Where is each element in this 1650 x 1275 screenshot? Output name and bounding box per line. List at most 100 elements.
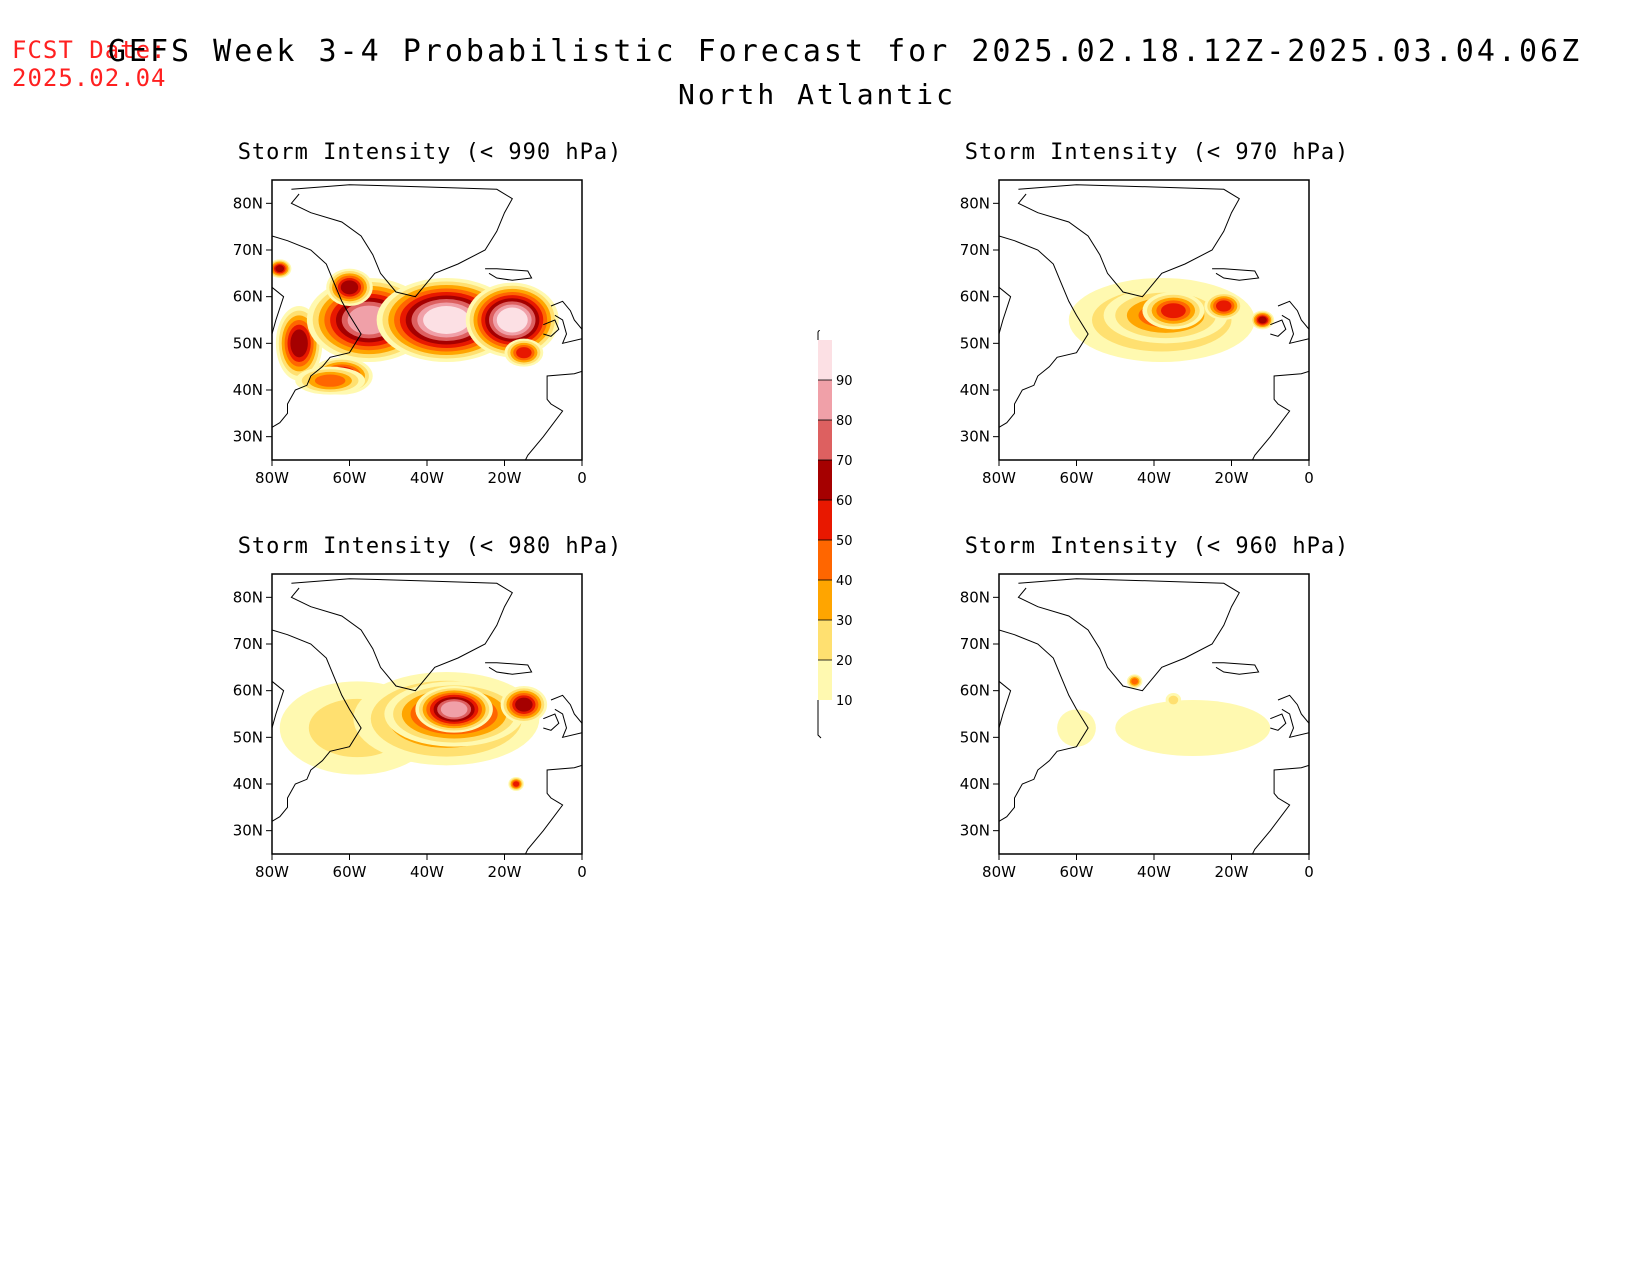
colorbar-label: 90 <box>836 374 853 389</box>
colorbar-swatch <box>818 380 832 420</box>
y-tick-label: 50N <box>960 728 990 746</box>
colorbar-swatch <box>818 420 832 460</box>
x-tick-label: 20W <box>488 863 522 881</box>
fcst-date-label: FCST Date: <box>12 36 167 64</box>
coastline <box>1270 713 1287 731</box>
y-tick-label: 70N <box>960 635 990 653</box>
coastline <box>1251 370 1309 460</box>
probability-contour <box>516 347 532 359</box>
colorbar-swatch <box>818 500 832 540</box>
x-tick-label: 20W <box>1215 469 1249 487</box>
coastline <box>485 662 533 675</box>
x-tick-label: 80W <box>982 469 1016 487</box>
y-tick-label: 60N <box>960 288 990 306</box>
x-tick-label: 40W <box>1137 863 1171 881</box>
probability-contour <box>440 701 468 718</box>
probability-contour <box>314 374 346 387</box>
probability-contour <box>513 781 520 787</box>
probability-contour <box>290 329 308 358</box>
page-title: GEFS Week 3-4 Probabilistic Forecast for… <box>107 34 1583 69</box>
colorbar-label: 60 <box>836 494 853 509</box>
map-plot: 80W 60W 40W 20W 0 80N 70N 60N 50N 40N 30N <box>960 179 1314 487</box>
coastline <box>999 680 1012 729</box>
y-tick-label: 50N <box>960 334 990 352</box>
coastline <box>1277 694 1309 739</box>
probability-contour <box>1057 709 1096 747</box>
coastline <box>1212 662 1260 675</box>
coastline <box>1251 764 1309 854</box>
probability-contour <box>340 280 359 295</box>
map-panel-960: Storm Intensity (< 960 hPa) 80W 60W 40W 20W… <box>957 534 1357 914</box>
y-tick-label: 30N <box>960 428 990 446</box>
y-tick-label: 70N <box>960 241 990 259</box>
y-tick-label: 50N <box>233 334 263 352</box>
y-tick-label: 40N <box>233 775 263 793</box>
y-tick-label: 60N <box>233 288 263 306</box>
colorbar-label: 50 <box>836 534 853 549</box>
colorbar-legend: 10 20 30 40 50 60 70 80 90 <box>817 330 853 739</box>
colorbar-swatch <box>818 540 832 580</box>
coastline <box>999 629 1089 822</box>
colorbar-swatch <box>818 460 832 500</box>
coastline <box>999 286 1012 335</box>
probability-contour <box>1131 678 1139 685</box>
y-tick-label: 30N <box>233 822 263 840</box>
fcst-date-value: 2025.02.04 <box>12 64 167 92</box>
coastline <box>550 694 582 739</box>
x-tick-label: 0 <box>577 863 587 881</box>
map-plot: 80W 60W 40W 20W 0 80N 70N 60N 50N 40N 30N <box>960 573 1314 881</box>
probability-contour <box>423 306 470 334</box>
coastline <box>272 235 362 428</box>
x-tick-label: 60W <box>333 469 367 487</box>
y-tick-label: 60N <box>233 682 263 700</box>
coastline <box>1277 300 1309 345</box>
probability-contour <box>1160 303 1186 319</box>
map-panel-980: Storm Intensity (< 980 hPa) 80W 60W 40W 20W… <box>230 534 630 914</box>
panel-title: Storm Intensity (< 970 hPa) <box>964 140 1350 165</box>
panel-title: Storm Intensity (< 980 hPa) <box>237 534 623 559</box>
region-subtitle: North Atlantic <box>677 78 956 111</box>
map-plot: 80W 60W 40W 20W 0 80N 70N 60N 50N 40N 30N <box>233 573 587 881</box>
y-tick-label: 60N <box>960 682 990 700</box>
coastline <box>485 268 533 281</box>
forecast-date-block: FCST Date: 2025.02.04 <box>12 36 167 92</box>
x-tick-label: 0 <box>1304 863 1314 881</box>
coastline <box>543 713 560 731</box>
probability-contour <box>1258 316 1267 324</box>
x-tick-label: 20W <box>1215 863 1249 881</box>
x-tick-label: 60W <box>1060 863 1094 881</box>
x-tick-label: 40W <box>410 469 444 487</box>
colorbar-label: 40 <box>836 574 853 589</box>
probability-contour <box>1115 700 1271 756</box>
y-tick-label: 80N <box>960 588 990 606</box>
coastline <box>272 680 285 729</box>
panel-title: Storm Intensity (< 960 hPa) <box>964 534 1350 559</box>
coastline <box>1270 319 1287 337</box>
coastline <box>272 629 362 822</box>
colorbar-swatch <box>818 340 832 380</box>
y-tick-label: 80N <box>960 194 990 212</box>
y-tick-label: 40N <box>960 775 990 793</box>
y-tick-label: 40N <box>960 381 990 399</box>
y-tick-label: 40N <box>233 381 263 399</box>
colorbar-label: 80 <box>836 414 853 429</box>
y-tick-label: 30N <box>233 428 263 446</box>
map-panel-990: Storm Intensity (< 990 hPa) 80W 60W 40W 20W… <box>230 140 630 520</box>
y-tick-label: 80N <box>233 588 263 606</box>
x-tick-label: 80W <box>255 469 289 487</box>
probability-contour <box>1216 300 1232 312</box>
x-tick-label: 60W <box>333 863 367 881</box>
map-plot: 80W 60W 40W 20W 0 80N 70N 60N 50N 40N 30N <box>233 179 587 487</box>
panel-title: Storm Intensity (< 990 hPa) <box>237 140 623 165</box>
coastline <box>524 370 582 460</box>
map-panel-970: Storm Intensity (< 970 hPa) 80W 60W 40W 20W… <box>957 140 1357 520</box>
coastline <box>543 319 560 337</box>
colorbar-label: 10 <box>836 694 853 709</box>
coastline <box>1017 184 1240 298</box>
x-tick-label: 80W <box>255 863 289 881</box>
colorbar-swatch <box>818 620 832 660</box>
probability-contour <box>1168 695 1179 705</box>
x-tick-label: 20W <box>488 469 522 487</box>
x-tick-label: 40W <box>1137 469 1171 487</box>
coastline <box>272 286 285 335</box>
